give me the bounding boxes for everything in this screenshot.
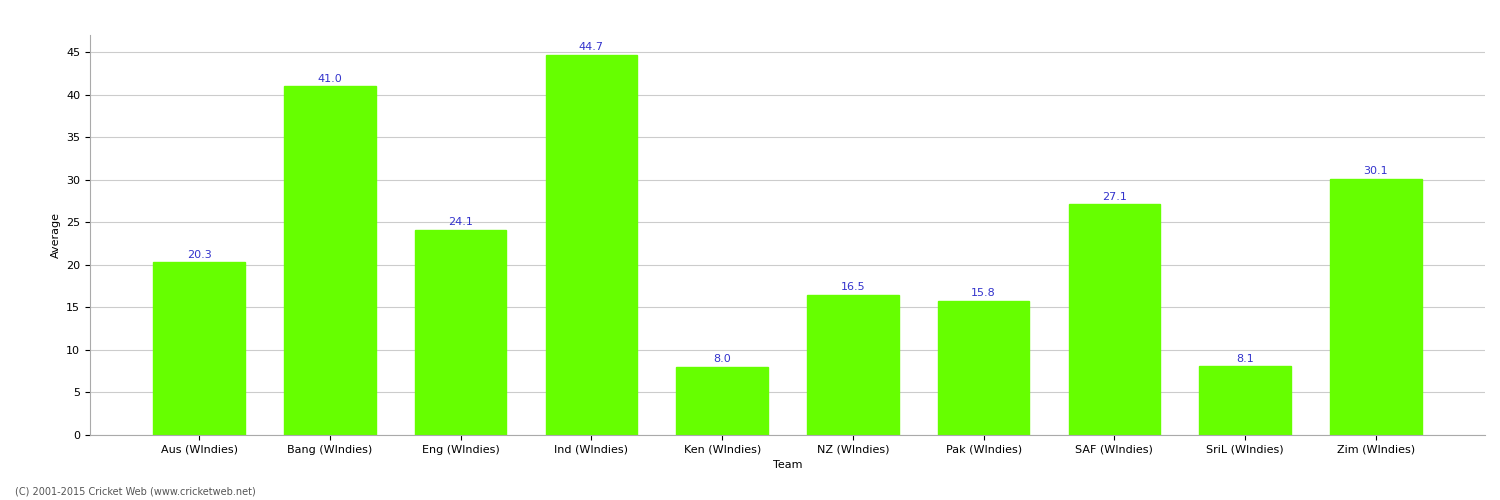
Text: 8.0: 8.0 [714,354,730,364]
Bar [153,262,244,435]
Text: 30.1: 30.1 [1364,166,1388,176]
Bar [807,294,898,435]
Bar [546,54,638,435]
Text: 27.1: 27.1 [1102,192,1126,202]
Text: 44.7: 44.7 [579,42,604,52]
Text: 16.5: 16.5 [840,282,866,292]
Text: 24.1: 24.1 [448,218,472,228]
Text: 8.1: 8.1 [1236,354,1254,364]
Bar [938,300,1029,435]
Text: 15.8: 15.8 [970,288,996,298]
Text: 41.0: 41.0 [318,74,342,84]
Bar [1200,366,1292,435]
Bar [1330,179,1422,435]
Bar [1068,204,1160,435]
X-axis label: Team: Team [772,460,802,470]
Text: (C) 2001-2015 Cricket Web (www.cricketweb.net): (C) 2001-2015 Cricket Web (www.cricketwe… [15,487,255,497]
Text: 20.3: 20.3 [188,250,211,260]
Y-axis label: Average: Average [51,212,60,258]
Bar [676,367,768,435]
Bar [416,230,507,435]
Bar [284,86,375,435]
